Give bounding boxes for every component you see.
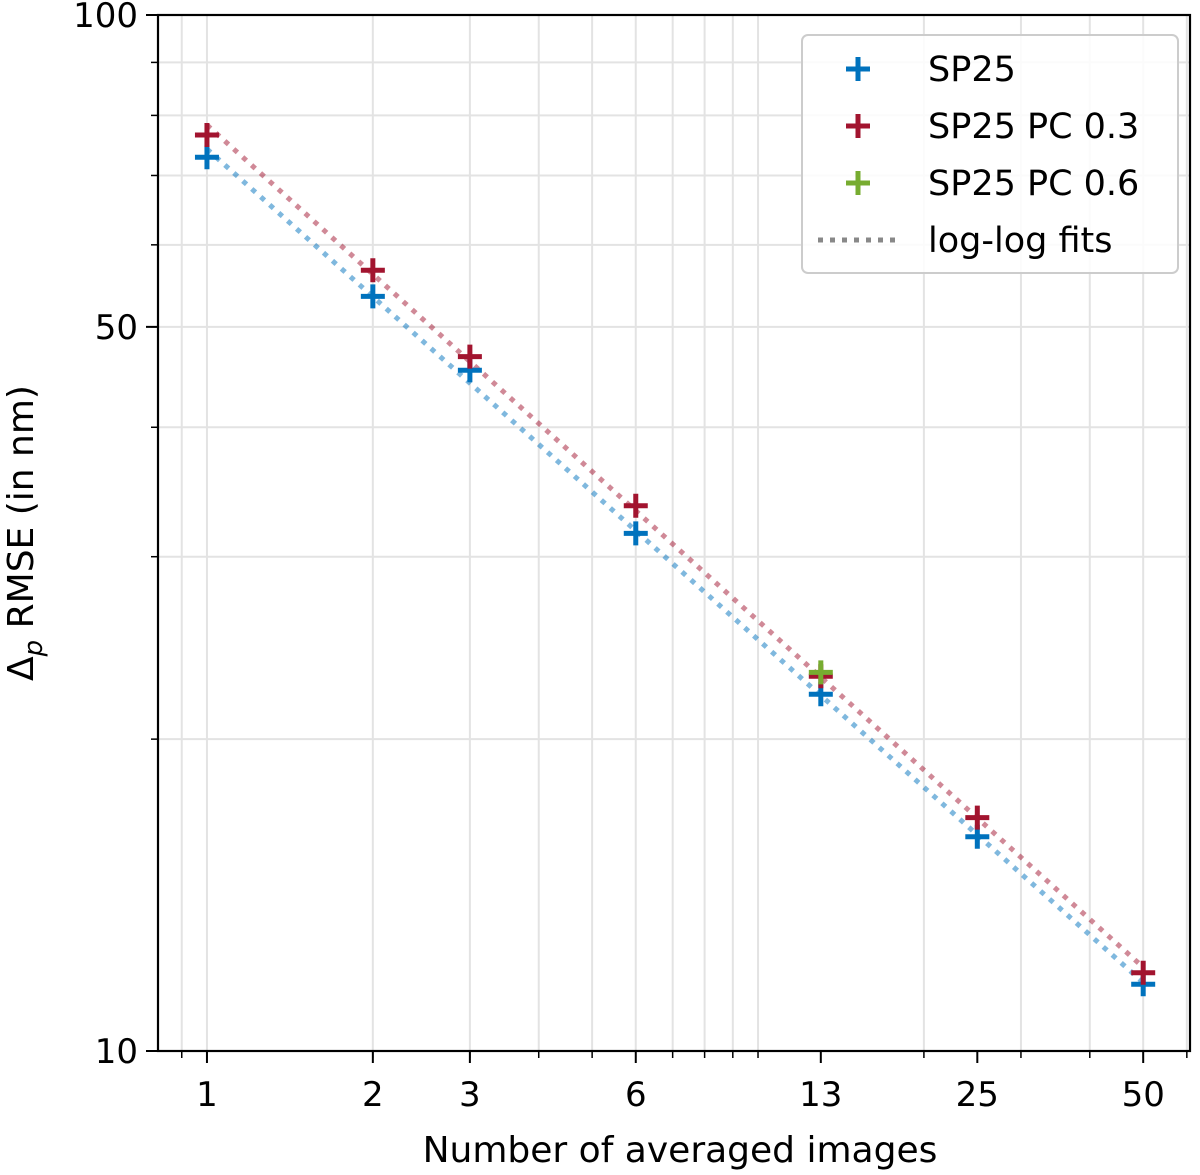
- legend-marker: [846, 57, 870, 81]
- legend-label: SP25: [928, 50, 1016, 90]
- ticks: 1 2 3 6 13 25 50 10 50 100: [73, 0, 1188, 1115]
- x-tick-label: 3: [459, 1075, 481, 1115]
- legend-label: SP25 PC 0.6: [928, 164, 1139, 204]
- y-tick-label: 50: [95, 308, 138, 348]
- data-points: [194, 122, 1156, 997]
- data-point: [457, 344, 482, 369]
- y-tick-label: 100: [73, 0, 138, 36]
- plot-frame: [156, 13, 1192, 1053]
- legend-box: [801, 34, 1179, 274]
- data-point: [1131, 960, 1156, 985]
- legend: SP25 SP25 PC 0.3 SP25 PC 0.6 log-log fits: [801, 34, 1179, 274]
- data-point: [623, 493, 648, 518]
- legend-marker: [846, 114, 870, 138]
- x-tick-label: 2: [362, 1075, 384, 1115]
- data-point: [194, 145, 219, 170]
- fit-lines: [205, 123, 1145, 985]
- x-tick-label: 1: [196, 1075, 218, 1115]
- x-tick-label: 50: [1122, 1075, 1165, 1115]
- data-point: [965, 805, 990, 830]
- fit-line: [205, 147, 1145, 985]
- y-tick-label: 10: [95, 1032, 138, 1072]
- legend-label: log-log fits: [928, 221, 1112, 261]
- legend-marker: [846, 171, 870, 195]
- data-point: [360, 258, 385, 283]
- data-point: [194, 122, 219, 147]
- data-point: [623, 521, 648, 546]
- legend-label: SP25 PC 0.3: [928, 107, 1139, 147]
- data-point: [808, 660, 833, 685]
- x-axis-label: Number of averaged images: [423, 1130, 938, 1171]
- x-tick-label: 13: [799, 1075, 842, 1115]
- x-tick-label: 6: [625, 1075, 647, 1115]
- data-point: [360, 284, 385, 309]
- y-axis-label: Δp RMSE (in nm): [1, 385, 49, 681]
- x-tick-label: 25: [956, 1075, 999, 1115]
